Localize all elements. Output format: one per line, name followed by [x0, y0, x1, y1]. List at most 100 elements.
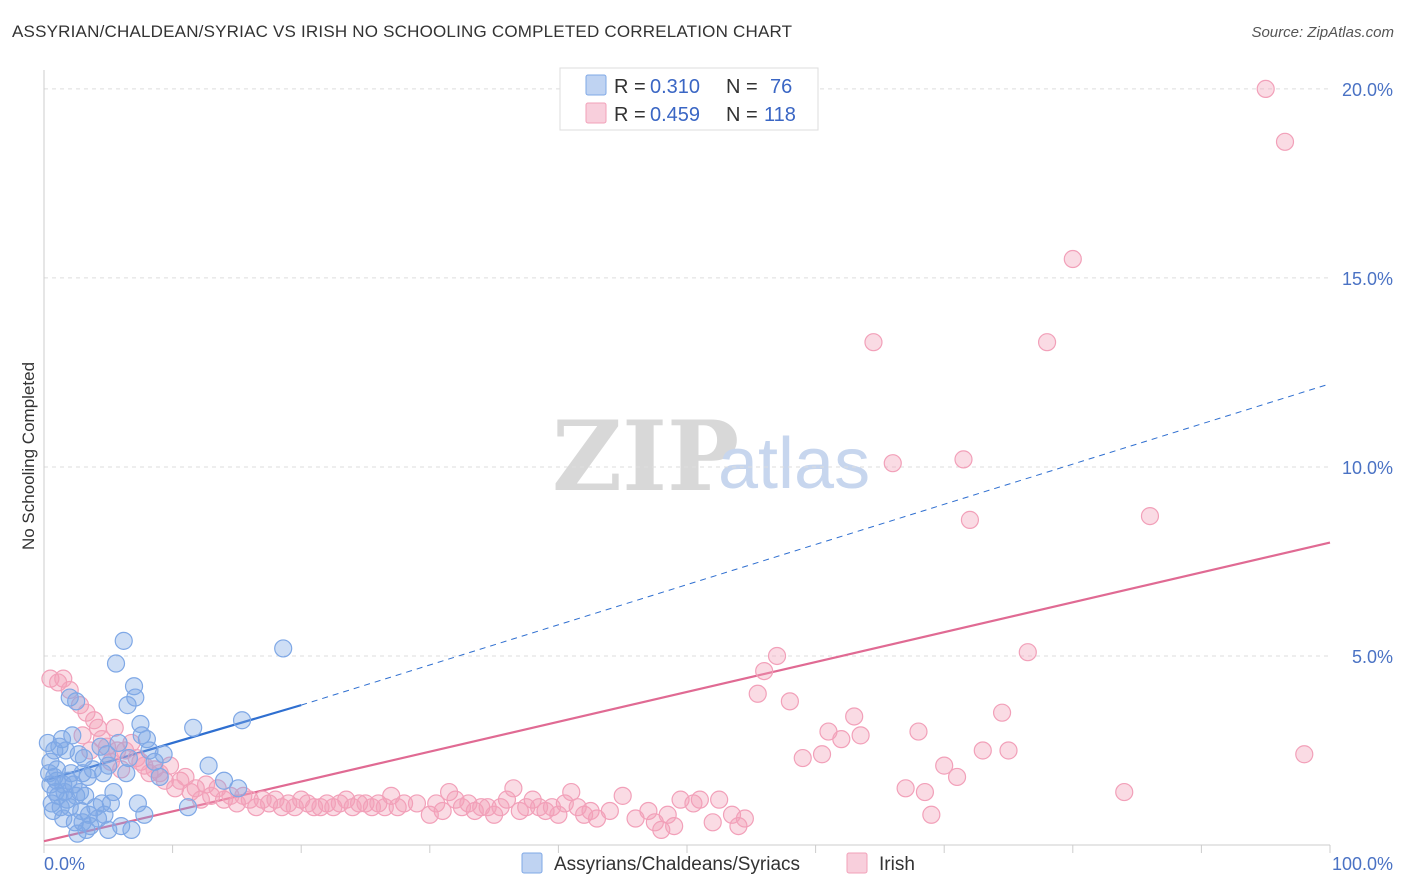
point-series-1-135 [1140, 506, 1160, 526]
point-series-1-129 [992, 703, 1012, 722]
point-series-1-66 [427, 794, 446, 813]
point-series-1-85 [549, 805, 568, 824]
stats-legend-r-label-0: R = [614, 76, 646, 98]
point-series-0-55 [112, 816, 131, 836]
series-legend-swatch-1 [846, 852, 868, 874]
point-series-0-16 [54, 809, 73, 828]
point-series-0-78 [274, 639, 293, 658]
point-series-0-54 [109, 733, 128, 753]
point-series-1-75 [485, 805, 504, 824]
point-series-1-90 [581, 801, 600, 821]
point-series-1-133 [1063, 249, 1082, 269]
point-series-1-3 [60, 680, 79, 700]
point-series-0-36 [76, 786, 95, 805]
point-series-0-27 [67, 692, 86, 711]
x-tick-label-1: 100.0% [1332, 854, 1393, 874]
point-series-0-76 [229, 779, 248, 798]
point-series-1-110 [767, 646, 787, 666]
point-series-0-41 [83, 760, 102, 779]
point-series-0-10 [47, 760, 66, 779]
watermark: ZIP atlas [552, 400, 870, 513]
point-series-1-39 [240, 790, 259, 809]
point-series-0-75 [214, 771, 234, 790]
point-series-1-102 [690, 790, 709, 809]
point-series-1-128 [973, 741, 992, 760]
point-series-1-109 [755, 661, 774, 681]
y-tick-label-1: 10.0% [1342, 458, 1393, 478]
point-series-0-62 [126, 688, 145, 707]
point-series-1-25 [160, 756, 180, 775]
point-series-1-112 [793, 748, 812, 768]
y-tick-label-0: 5.0% [1352, 647, 1393, 667]
point-series-1-99 [665, 816, 684, 836]
point-series-1-115 [832, 730, 851, 749]
chart-source: Source: ZipAtlas.com [1251, 24, 1394, 41]
point-series-1-74 [478, 798, 497, 817]
point-series-0-0 [38, 733, 57, 753]
point-series-1-68 [439, 782, 459, 802]
x-tick-labels: 0.0% 100.0% [44, 854, 1393, 874]
point-series-0-24 [63, 726, 82, 745]
point-series-1-98 [658, 805, 677, 824]
point-series-0-57 [117, 764, 136, 783]
point-series-0-67 [137, 730, 156, 749]
point-series-1-125 [947, 767, 967, 787]
point-series-1-138 [1295, 745, 1314, 764]
point-series-1-95 [639, 801, 658, 821]
stats-legend-swatch-0 [585, 74, 607, 96]
point-series-1-120 [896, 779, 915, 798]
point-series-0-2 [41, 752, 60, 771]
point-series-0-74 [199, 756, 218, 775]
point-series-1-87 [562, 782, 581, 802]
point-series-1-13 [105, 718, 124, 737]
point-series-1-136 [1256, 79, 1275, 99]
point-series-0-51 [101, 794, 120, 813]
point-series-1-111 [780, 692, 799, 711]
series-legend: Assyrians/Chaldeans/Syriacs Irish [521, 852, 915, 875]
point-series-1-118 [864, 333, 883, 352]
point-series-1-11 [97, 737, 117, 756]
point-series-0-70 [150, 767, 169, 787]
point-series-1-36 [221, 786, 240, 805]
point-series-1-6 [77, 703, 96, 722]
point-series-0-68 [140, 741, 159, 760]
stats-legend-row-0: R = 0.310 N = 76 [585, 74, 792, 98]
point-series-1-92 [600, 801, 619, 821]
grid-lines [44, 88, 1330, 657]
stats-legend-r-value-1: 0.459 [650, 104, 700, 126]
trend-line-1 [43, 541, 1331, 843]
point-series-1-121 [909, 722, 928, 741]
point-series-1-103 [703, 813, 722, 832]
point-series-0-60 [122, 820, 141, 839]
point-series-1-30 [186, 779, 205, 798]
point-series-0-40 [81, 816, 100, 836]
stats-legend-swatch-1 [585, 102, 607, 124]
stats-legend-n-value-0: 76 [770, 76, 792, 98]
y-tick-label-3: 20.0% [1342, 80, 1393, 100]
stats-legend-n-label-0: N = [726, 76, 758, 98]
point-series-1-80 [517, 798, 536, 817]
stats-legend-n-label-1: N = [726, 104, 758, 126]
watermark-atlas: atlas [718, 424, 870, 504]
stats-legend-r-label-1: R = [614, 104, 646, 126]
stats-legend-n-value-1: 118 [764, 104, 796, 126]
stats-legend: R = 0.310 N = 76 R = 0.459 N = 118 [559, 67, 819, 131]
stats-legend-r-value-0: 0.310 [650, 76, 700, 98]
point-series-0-4 [42, 794, 61, 813]
point-series-1-106 [729, 816, 748, 836]
point-series-1-116 [845, 707, 864, 726]
point-series-1-127 [960, 510, 980, 529]
point-series-0-73 [184, 718, 203, 737]
point-series-1-104 [710, 790, 729, 809]
point-series-1-134 [1115, 782, 1134, 802]
point-series-0-44 [91, 737, 110, 756]
point-series-1-132 [1037, 333, 1057, 352]
point-series-1-60 [375, 798, 394, 817]
chart-title: ASSYRIAN/CHALDEAN/SYRIAC VS IRISH NO SCH… [12, 22, 793, 41]
point-series-1-67 [433, 801, 452, 821]
point-series-1-5 [73, 726, 92, 745]
point-series-0-53 [106, 654, 126, 673]
point-series-1-124 [935, 756, 954, 775]
point-series-0-14 [52, 730, 72, 749]
